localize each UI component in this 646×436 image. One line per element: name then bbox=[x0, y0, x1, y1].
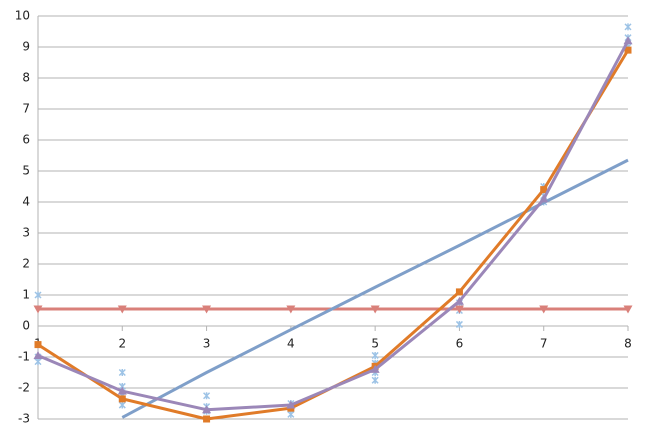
marker bbox=[540, 186, 548, 194]
x-tick-label: 4 bbox=[287, 337, 295, 351]
x-tick-label: 3 bbox=[203, 337, 211, 351]
y-tick-label: 5 bbox=[22, 164, 30, 178]
x-tick-label: 5 bbox=[371, 337, 379, 351]
series-line bbox=[121, 158, 629, 419]
y-tick-label: 8 bbox=[22, 71, 30, 85]
x-tick-label: 8 bbox=[624, 337, 632, 351]
marker bbox=[203, 415, 211, 423]
y-tick-label: 2 bbox=[22, 257, 30, 271]
y-tick-label: 10 bbox=[15, 9, 30, 23]
marker bbox=[117, 386, 127, 395]
y-tick-label: 6 bbox=[22, 133, 30, 147]
marker bbox=[455, 288, 463, 296]
marker bbox=[539, 305, 549, 314]
y-tick-label: -2 bbox=[18, 381, 30, 395]
x-tick-label: 6 bbox=[456, 337, 464, 351]
marker bbox=[454, 296, 464, 305]
marker bbox=[33, 305, 43, 314]
y-tick-label: 4 bbox=[22, 195, 30, 209]
marker bbox=[623, 305, 633, 314]
marker bbox=[370, 305, 380, 314]
scatter-point bbox=[455, 320, 463, 328]
x-tick-label: 7 bbox=[540, 337, 548, 351]
scatter-point bbox=[371, 351, 379, 359]
scatter-point bbox=[118, 401, 126, 409]
marker bbox=[118, 395, 126, 403]
y-tick-label: 0 bbox=[22, 319, 30, 333]
y-tick-label: -3 bbox=[18, 412, 30, 426]
scatter-point bbox=[287, 410, 295, 418]
marker bbox=[454, 305, 464, 314]
marker bbox=[370, 364, 380, 373]
marker bbox=[539, 194, 549, 203]
series-line bbox=[37, 40, 630, 412]
scatter-point bbox=[34, 291, 42, 299]
marker bbox=[33, 350, 43, 359]
scatter-point bbox=[624, 23, 632, 31]
y-tick-label: 3 bbox=[22, 226, 30, 240]
marker bbox=[202, 305, 212, 314]
y-tick-label: 9 bbox=[22, 40, 30, 54]
marker bbox=[286, 305, 296, 314]
marker bbox=[624, 46, 632, 54]
marker bbox=[623, 36, 633, 45]
marker bbox=[117, 305, 127, 314]
scatter-point bbox=[118, 368, 126, 377]
y-tick-label: 7 bbox=[22, 102, 30, 116]
scatter-point bbox=[34, 358, 42, 366]
marker bbox=[286, 400, 296, 409]
series-line bbox=[37, 49, 630, 421]
x-tick-label: 2 bbox=[118, 337, 126, 351]
scatter-point bbox=[203, 392, 211, 400]
y-tick-label: -1 bbox=[18, 350, 30, 364]
marker bbox=[202, 405, 212, 414]
marker bbox=[34, 341, 42, 349]
scatter-point bbox=[371, 376, 379, 384]
y-tick-label: 1 bbox=[22, 288, 30, 302]
